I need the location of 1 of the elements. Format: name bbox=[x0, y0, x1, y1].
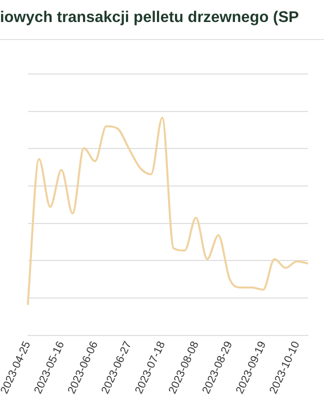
chart-title: iowych transakcji pelletu drzewnego (SP bbox=[0, 0, 324, 40]
